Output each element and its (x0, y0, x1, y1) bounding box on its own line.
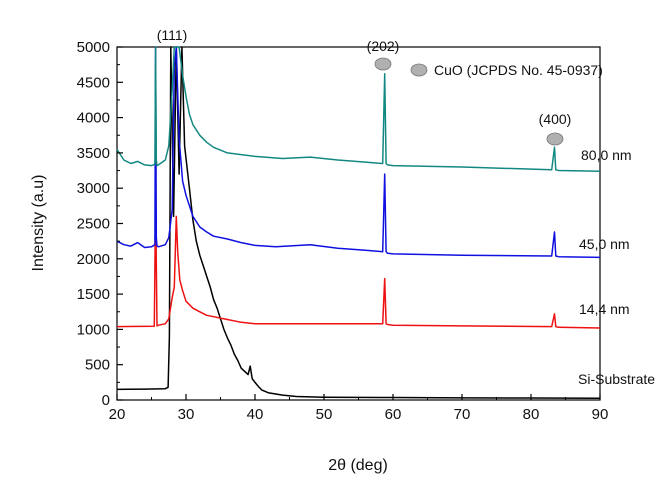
plot-frame (116, 46, 601, 401)
y-tick-label: 3000 (77, 180, 110, 197)
y-tick-label: 4500 (77, 74, 110, 91)
series-line-4 (116, 46, 601, 173)
series-labels: Si-Substrate 14,4 nm 45,0 nm 80,0 nm (578, 147, 655, 387)
y-axis-title: Intensity (a.u) (30, 175, 47, 272)
legend-marker-icon (410, 63, 428, 77)
series-label-4: 80,0 nm (581, 147, 632, 163)
y-tick-label: 5000 (77, 39, 110, 56)
y-tick-label: 1500 (77, 286, 110, 303)
plot-area: 20 30 40 50 60 70 80 90 0 500 1000 1500 2000 2500 300… (77, 39, 609, 423)
y-tick-label: 2500 (77, 216, 110, 233)
x-axis-ticks: 20 30 40 50 60 70 80 90 (109, 394, 609, 423)
y-tick-label: 1000 (77, 321, 110, 338)
x-tick-label: 80 (523, 406, 540, 423)
series-line-1 (116, 46, 601, 399)
x-tick-label: 60 (385, 406, 402, 423)
y-tick-label: 0 (102, 392, 110, 409)
x-tick-label: 70 (454, 406, 471, 423)
x-tick-label: 90 (592, 406, 609, 423)
cuo-peak-marker-icon (374, 57, 392, 71)
y-tick-label: 3500 (77, 145, 110, 162)
peak-annotation-label: (400) (539, 111, 572, 127)
peak-annotation-label: (111) (157, 27, 188, 43)
legend: CuO (JCPDS No. 45-0937) (410, 62, 603, 78)
peak-annotations: (111) (202) (400) (157, 27, 572, 146)
series-label-1: Si-Substrate (578, 371, 655, 387)
y-tick-label: 500 (85, 357, 110, 374)
series-line-2 (116, 198, 601, 329)
legend-text: CuO (JCPDS No. 45-0937) (434, 62, 603, 78)
series-line-3 (116, 46, 601, 259)
x-tick-label: 50 (316, 406, 333, 423)
x-tick-label: 30 (178, 406, 195, 423)
cuo-peak-marker-icon (546, 132, 564, 146)
series-label-2: 14,4 nm (579, 301, 630, 317)
y-tick-label: 2000 (77, 251, 110, 268)
peak-annotation-label: (202) (367, 38, 400, 54)
y-axis-ticks: 0 500 1000 1500 2000 2500 3000 3500 4000 4500 5000 (77, 39, 123, 409)
x-axis-title: 2θ (deg) (328, 457, 388, 474)
y-tick-label: 4000 (77, 110, 110, 127)
x-tick-label: 40 (247, 406, 264, 423)
x-tick-label: 20 (109, 406, 126, 423)
series-label-3: 45,0 nm (579, 236, 630, 252)
series-layer (116, 46, 601, 399)
